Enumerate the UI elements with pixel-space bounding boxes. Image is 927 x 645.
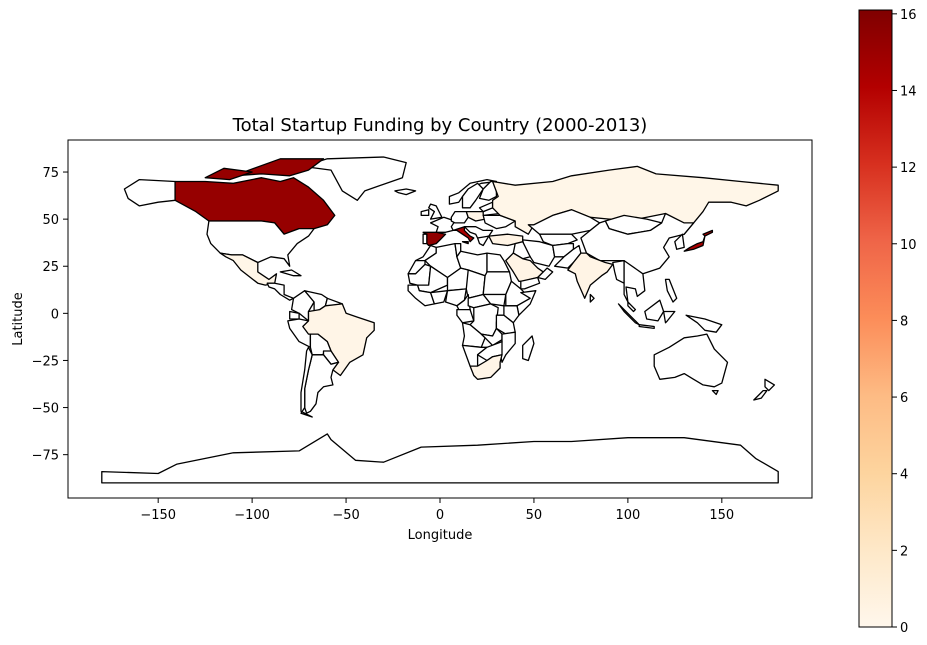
country-tasmania [711,389,719,396]
country-new-zealand [764,378,776,392]
country-chile [300,346,313,418]
country-sweden [461,182,484,209]
country-japan [702,229,714,237]
country-new-zealand [753,389,768,401]
country-india [567,252,614,299]
country-korea [674,233,685,250]
colorbar-tick-label: 8 [900,314,908,329]
country-italy [461,241,469,245]
country-sri-lanka [589,293,595,303]
x-tick-label: 150 [709,508,734,523]
country-poland [465,210,486,222]
colorbar-tick-label: 0 [900,621,908,636]
x-tick-label: 50 [526,508,543,523]
chart-title: Total Startup Funding by Country (2000-2… [232,115,648,136]
colorbar-tick-label: 14 [900,84,917,99]
country-iceland [394,188,417,196]
colorbar-gradient [858,9,893,628]
colorbar-tick-label: 2 [900,544,908,559]
country-alaska [123,178,176,207]
country-nigeria [444,288,467,307]
colorbar-tick-label: 16 [900,8,917,23]
country-antarctica [101,433,779,484]
country-cuba [279,269,302,277]
colorbar-tick-label: 10 [900,238,917,253]
y-axis-ticks: 75 50 25 0 −25 −50 −75 [32,166,68,464]
country-sumatra [617,303,640,326]
x-tick-label: −100 [234,508,270,523]
country-coastal-west-africa [429,290,449,305]
x-axis-label: Longitude [408,528,473,543]
country-chad [465,269,486,299]
country-philippines [664,278,678,303]
y-tick-label: −75 [32,449,59,464]
country-egypt [486,252,511,273]
country-central-asia [538,233,578,247]
colorbar-ticks: 0 2 4 6 8 10 12 14 16 [892,8,917,636]
country-central-america [266,282,295,301]
country-borneo [644,299,665,322]
x-axis-ticks: −150 −100 −50 0 50 100 150 [140,498,734,523]
y-tick-label: 75 [42,166,59,181]
country-polygons [101,156,779,484]
y-axis-label: Latitude [11,292,26,346]
y-tick-label: 25 [42,260,59,275]
country-greece [476,235,490,247]
colorbar-tick-label: 4 [900,468,908,483]
country-greenland [302,156,407,201]
map-axes: −150 −100 −50 0 50 100 150 75 50 25 0 −25 −50 −75 [32,139,813,523]
colorbar: 0 2 4 6 8 10 12 14 16 [858,8,917,636]
country-kenya [503,305,520,324]
x-tick-label: −150 [140,508,176,523]
x-tick-label: 0 [436,508,444,523]
country-oman [537,267,554,281]
country-canada [232,158,325,177]
y-tick-label: 0 [51,307,59,322]
country-portugal [422,233,428,245]
country-pakistan [553,244,582,269]
colorbar-tick-label: 12 [900,161,917,176]
x-tick-label: −50 [332,508,359,523]
country-australia [653,333,729,388]
colorbar-tick-label: 6 [900,391,908,406]
country-germany [450,210,469,224]
country-new-guinea [685,314,723,333]
country-madagascar [522,335,535,362]
y-tick-label: −25 [32,354,59,369]
country-malaysia [627,301,637,313]
country-italy [452,226,475,243]
country-canada [204,167,253,181]
country-iraq [512,241,531,260]
country-ecuador [289,310,300,320]
country-south-africa [469,354,503,380]
country-mexico [219,252,278,286]
country-sulawesi [662,310,676,324]
country-indochina [623,259,646,303]
country-gabon-congo [456,308,475,324]
country-myanmar [612,259,625,284]
y-tick-label: 50 [42,213,59,228]
country-ireland [420,209,430,217]
country-japan [683,235,706,252]
country-java [638,324,655,330]
country-yemen [520,276,541,290]
y-tick-label: −50 [32,402,59,417]
country-united-kingdom [428,203,443,220]
country-angola [461,322,486,348]
x-tick-label: 100 [615,508,640,523]
